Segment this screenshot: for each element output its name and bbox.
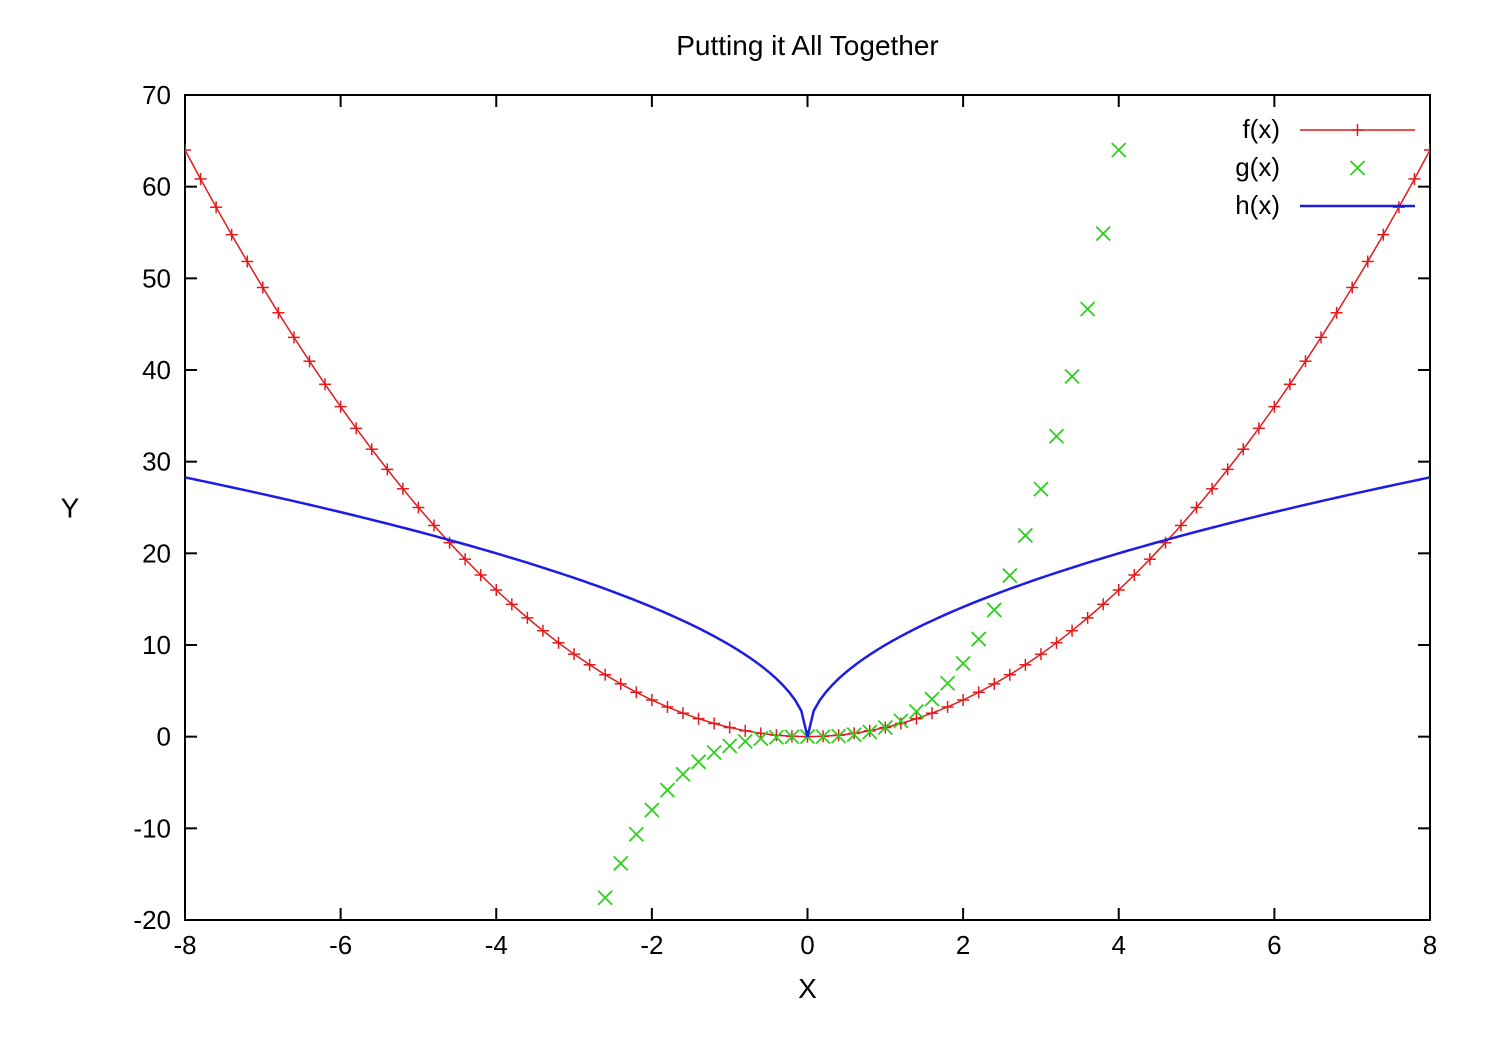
chart-container: Putting it All Together-8-6-4-202468-20-…: [0, 0, 1500, 1050]
y-tick-label: 60: [142, 172, 171, 202]
legend-label: h(x): [1235, 190, 1280, 220]
x-tick-label: 6: [1267, 930, 1281, 960]
legend-label: g(x): [1235, 152, 1280, 182]
x-axis-label: X: [798, 973, 817, 1004]
legend-label: f(x): [1242, 114, 1280, 144]
y-tick-label: 70: [142, 80, 171, 110]
y-tick-label: 30: [142, 447, 171, 477]
x-tick-label: -2: [640, 930, 663, 960]
x-tick-label: -6: [329, 930, 352, 960]
x-tick-label: 2: [956, 930, 970, 960]
chart-title: Putting it All Together: [676, 30, 939, 61]
y-tick-label: 10: [142, 630, 171, 660]
x-tick-label: 0: [800, 930, 814, 960]
y-tick-label: 40: [142, 355, 171, 385]
x-tick-label: 4: [1112, 930, 1126, 960]
y-tick-label: 50: [142, 263, 171, 293]
chart-svg: Putting it All Together-8-6-4-202468-20-…: [0, 0, 1500, 1050]
y-tick-label: 20: [142, 538, 171, 568]
y-tick-label: -20: [133, 905, 171, 935]
x-tick-label: -8: [173, 930, 196, 960]
x-tick-label: 8: [1423, 930, 1437, 960]
x-tick-label: -4: [485, 930, 508, 960]
y-tick-label: 0: [157, 722, 171, 752]
y-tick-label: -10: [133, 813, 171, 843]
y-axis-label: Y: [61, 493, 80, 524]
